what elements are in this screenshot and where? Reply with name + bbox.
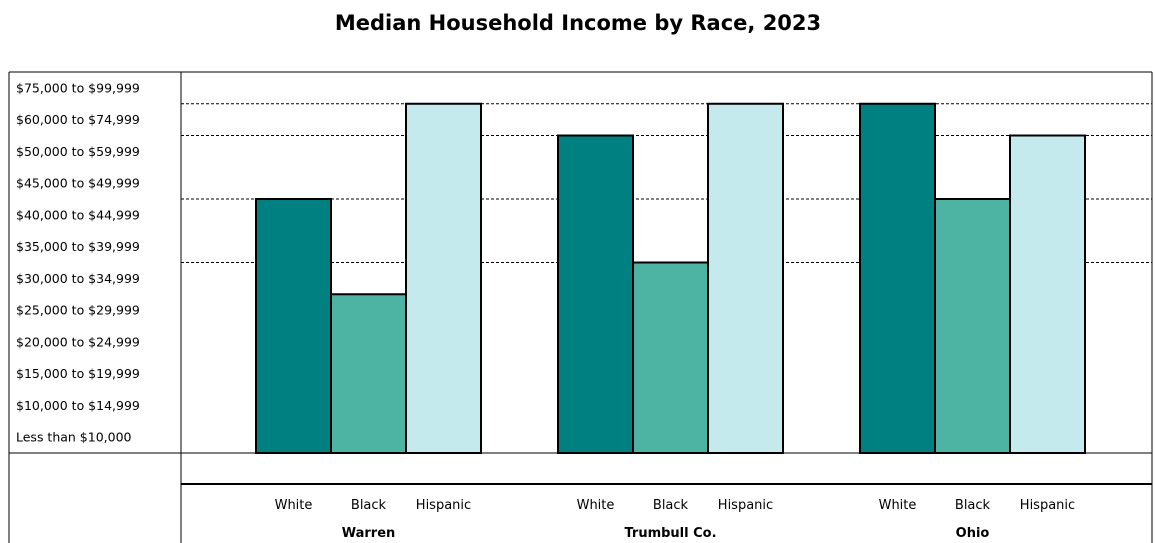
y-row-label: $75,000 to $99,999 [16, 80, 140, 95]
bars [255, 102, 1086, 454]
x-category-label: Black [955, 498, 991, 513]
bar-black [632, 261, 709, 454]
x-category-label: Hispanic [416, 498, 471, 513]
bar-hispanic [707, 102, 784, 454]
y-row-label: Less than $10,000 [16, 430, 132, 445]
y-row-label: $40,000 to $44,999 [16, 207, 140, 222]
y-row-label: $30,000 to $34,999 [16, 271, 140, 286]
x-group-label: Trumbull Co. [624, 526, 716, 541]
x-category-label: Black [653, 498, 689, 513]
y-row-label: $20,000 to $24,999 [16, 334, 140, 349]
x-group-label: Warren [342, 526, 396, 541]
bar-hispanic [405, 102, 482, 454]
x-category-label: Hispanic [1020, 498, 1075, 513]
y-row-label: $50,000 to $59,999 [16, 144, 140, 159]
bar-white [859, 102, 936, 454]
x-axis-labels: White Black Hispanic Warren White Black Hispan… [275, 498, 1076, 541]
x-category-label: White [879, 498, 917, 513]
bar-white [255, 198, 332, 454]
y-row-label: $10,000 to $14,999 [16, 398, 140, 413]
bar-black [934, 198, 1011, 454]
chart-title: Median Household Income by Race, 2023 [335, 11, 821, 35]
x-category-label: Black [351, 498, 387, 513]
bar-black [330, 293, 407, 454]
x-category-label: White [577, 498, 615, 513]
y-row-label: $15,000 to $19,999 [16, 366, 140, 381]
y-axis-row-labels: Less than $10,000 $10,000 to $14,999 $15,0… [16, 80, 140, 444]
y-row-label: $25,000 to $29,999 [16, 303, 140, 318]
y-row-label: $60,000 to $74,999 [16, 112, 140, 127]
y-row-label: $35,000 to $39,999 [16, 239, 140, 254]
y-row-label: $45,000 to $49,999 [16, 176, 140, 191]
bar-white [557, 134, 634, 454]
x-group-label: Ohio [956, 526, 990, 541]
bar-hispanic [1009, 134, 1086, 454]
x-category-label: White [275, 498, 313, 513]
x-category-label: Hispanic [718, 498, 773, 513]
